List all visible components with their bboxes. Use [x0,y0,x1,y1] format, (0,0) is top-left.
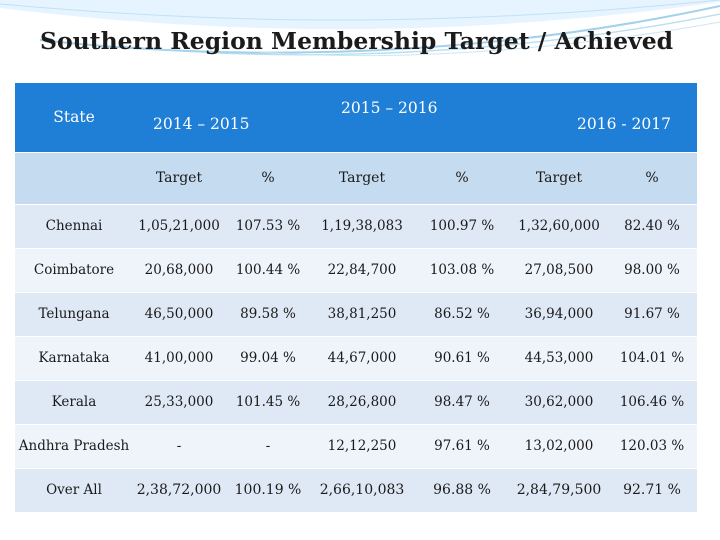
table-cell: 107.53 % [225,203,311,248]
table-row: Kerala 25,33,000 101.45 % 28,26,800 98.4… [15,379,698,424]
table-cell: 13,02,000 [511,423,607,468]
column-header-year-2014: 2014 – 2015 [133,83,311,153]
state-cell: Over All [15,467,133,512]
column-header-percent: % [607,152,698,204]
table-row: Andhra Pradesh - - 12,12,250 97.61 % 13,… [15,423,698,468]
header-row-years: State 2014 – 2015 2015 – 2016 2016 - 201… [15,83,698,153]
table-row-total: Over All 2,38,72,000 100.19 % 2,66,10,08… [15,467,698,512]
table-cell: 106.46 % [607,379,698,424]
table-cell: 20,68,000 [133,247,225,292]
table-cell: - [225,423,311,468]
table-cell: 2,66,10,083 [311,467,413,512]
state-cell: Kerala [15,379,133,424]
table-cell: 90.61 % [413,335,511,380]
table-cell: 1,32,60,000 [511,203,607,248]
table-cell: 82.40 % [607,203,698,248]
page-title: Southern Region Membership Target / Achi… [40,27,674,55]
column-header-year-2015: 2015 – 2016 [311,83,511,153]
column-header-state: State [15,83,133,153]
table-cell: 28,26,800 [311,379,413,424]
table-cell: 91.67 % [607,291,698,336]
table-cell: 92.71 % [607,467,698,512]
column-header-percent: % [225,152,311,204]
header-row-metrics: Target % Target % Target % [15,152,698,204]
state-cell: Coimbatore [15,247,133,292]
table-cell: 100.19 % [225,467,311,512]
table-cell: 101.45 % [225,379,311,424]
table-cell: 46,50,000 [133,291,225,336]
membership-table: State 2014 – 2015 2015 – 2016 2016 - 201… [15,83,698,512]
table-cell: 22,84,700 [311,247,413,292]
table-cell: 36,94,000 [511,291,607,336]
table-cell: 86.52 % [413,291,511,336]
table-cell: 1,19,38,083 [311,203,413,248]
table-cell: 100.97 % [413,203,511,248]
table-cell: 41,00,000 [133,335,225,380]
table-cell: 97.61 % [413,423,511,468]
table-cell: 38,81,250 [311,291,413,336]
table-cell: 96.88 % [413,467,511,512]
table-cell: 104.01 % [607,335,698,380]
table-cell: 99.04 % [225,335,311,380]
column-header-blank [15,152,133,204]
table-cell: 44,67,000 [311,335,413,380]
table-cell: 98.00 % [607,247,698,292]
decorative-swoosh [0,0,720,57]
table-cell: 30,62,000 [511,379,607,424]
column-header-percent: % [413,152,511,204]
table-row: Telungana 46,50,000 89.58 % 38,81,250 86… [15,291,698,336]
table-cell: 12,12,250 [311,423,413,468]
table-cell: 25,33,000 [133,379,225,424]
table-cell: 44,53,000 [511,335,607,380]
state-cell: Andhra Pradesh [15,423,133,468]
column-header-target: Target [311,152,413,204]
table-cell: 2,38,72,000 [133,467,225,512]
table-cell: 100.44 % [225,247,311,292]
table-cell: 2,84,79,500 [511,467,607,512]
table-cell: 103.08 % [413,247,511,292]
column-header-target: Target [133,152,225,204]
table-cell: 98.47 % [413,379,511,424]
state-cell: Karnataka [15,335,133,380]
table-cell: - [133,423,225,468]
table-row: Karnataka 41,00,000 99.04 % 44,67,000 90… [15,335,698,380]
column-header-target: Target [511,152,607,204]
table-cell: 1,05,21,000 [133,203,225,248]
state-cell: Telungana [15,291,133,336]
state-cell: Chennai [15,203,133,248]
table-cell: 89.58 % [225,291,311,336]
table-row: Coimbatore 20,68,000 100.44 % 22,84,700 … [15,247,698,292]
table-cell: 27,08,500 [511,247,607,292]
table-row: Chennai 1,05,21,000 107.53 % 1,19,38,083… [15,203,698,248]
table-cell: 120.03 % [607,423,698,468]
column-header-year-2016: 2016 - 2017 [511,83,698,153]
